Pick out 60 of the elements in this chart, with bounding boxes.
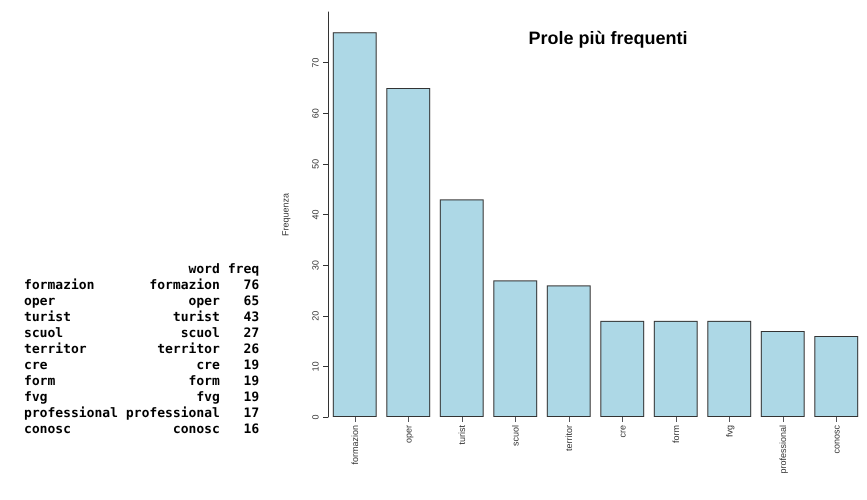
text: word — [188, 262, 220, 278]
text: professional — [24, 406, 118, 422]
y-tick-label: 0 — [310, 414, 320, 420]
bar — [546, 285, 591, 417]
text: Prole più frequenti — [528, 28, 688, 48]
text: cre — [24, 358, 48, 374]
x-tick-label: form — [670, 425, 681, 443]
x-tick-label: territor — [564, 425, 574, 452]
text: formazion — [24, 278, 96, 294]
y-tick-label: 70 — [310, 58, 320, 68]
text: turist — [24, 310, 72, 326]
bar — [493, 280, 538, 417]
x-tick-label: conosc — [831, 424, 842, 454]
bar — [707, 320, 752, 417]
y-tick-label: 60 — [310, 108, 320, 118]
bar — [654, 320, 698, 417]
text: fvg — [24, 390, 48, 406]
text: turist — [172, 310, 220, 326]
x-tick-label: oper — [403, 425, 414, 444]
x-tick-label: scuol — [510, 425, 520, 446]
text: scuol — [180, 326, 220, 342]
text: oper — [24, 294, 56, 310]
text: 65 — [242, 294, 260, 310]
bar — [386, 88, 430, 417]
text: 27 — [242, 326, 260, 342]
x-tick-label: professional — [778, 425, 788, 474]
bar — [600, 320, 644, 417]
text: freq — [226, 262, 260, 278]
text: 17 — [242, 406, 260, 422]
x-tick-label: fvg — [724, 425, 734, 438]
text: 19 — [242, 374, 260, 390]
bar — [332, 32, 377, 417]
bar — [440, 199, 484, 417]
text: 19 — [242, 358, 260, 374]
text: form — [188, 374, 220, 390]
text: fvg — [195, 390, 220, 406]
y-tick-label: 20 — [310, 310, 320, 321]
text: 16 — [242, 422, 260, 438]
text: scuol — [24, 326, 64, 342]
y-axis-title: Frequenza — [280, 192, 290, 236]
text: cre — [195, 358, 220, 374]
text: 26 — [242, 342, 260, 358]
x-tick-label: formazion — [350, 425, 360, 465]
x-tick-label: cre — [617, 425, 628, 438]
y-tick-label: 10 — [310, 361, 320, 372]
text: territor — [24, 342, 88, 358]
x-tick-label: turist — [456, 424, 467, 445]
text: 76 — [242, 278, 260, 294]
bar — [760, 330, 805, 417]
text: professional — [124, 406, 220, 422]
text: form — [24, 374, 56, 390]
y-tick-label: 40 — [310, 209, 320, 220]
text: territor — [156, 342, 220, 358]
text: 19 — [242, 390, 260, 406]
bar — [814, 336, 858, 417]
text: 43 — [242, 310, 260, 326]
text: oper — [188, 294, 220, 310]
text: formazion — [148, 278, 220, 294]
y-tick-label: 30 — [310, 260, 320, 270]
y-tick-label: 50 — [310, 158, 320, 169]
